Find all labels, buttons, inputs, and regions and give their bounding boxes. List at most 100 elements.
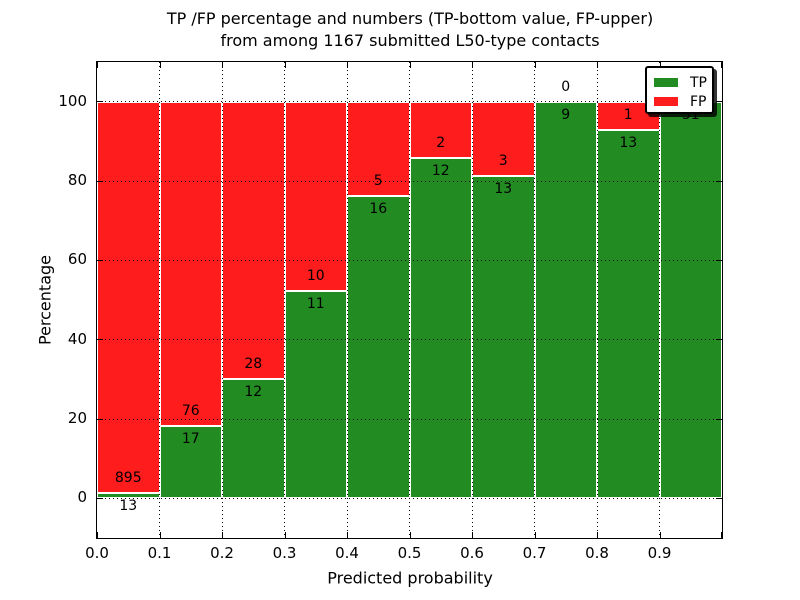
- legend-item-tp: TP: [647, 73, 712, 92]
- legend: TP FP: [645, 66, 714, 114]
- x-tick-mark: [97, 62, 98, 68]
- x-tick-label: 0.9: [647, 544, 672, 562]
- x-tick-label: 0.7: [522, 544, 547, 562]
- x-gridline: [471, 62, 473, 538]
- tp-count-label: 9: [561, 106, 571, 123]
- bar-segment-tp: [472, 176, 535, 499]
- y-tick-mark: [97, 418, 103, 420]
- bar-segment-tp: [284, 290, 347, 499]
- fp-count-label: 5: [373, 173, 383, 190]
- y-tick-mark: [716, 418, 722, 420]
- x-tick-mark: [284, 532, 286, 538]
- chart-title: TP /FP percentage and numbers (TP-bottom…: [167, 8, 653, 52]
- bar-segment-tp: [597, 130, 660, 499]
- plot-area: 8951376172812101151621231309113031: [96, 61, 723, 539]
- x-tick-mark: [659, 532, 661, 538]
- tp-count-label: 12: [244, 384, 263, 401]
- tp-count-label: 16: [369, 201, 388, 218]
- y-tick-label: 60: [67, 250, 87, 269]
- chart-title-line2: from among 1167 submitted L50-type conta…: [220, 31, 600, 50]
- bar-segment-fp: [97, 101, 160, 493]
- legend-item-fp: FP: [647, 92, 712, 111]
- y-tick-mark: [716, 259, 722, 261]
- bar-segment-tp: [347, 196, 410, 499]
- x-tick-mark: [472, 532, 473, 538]
- tp-count-label: 11: [306, 295, 325, 312]
- y-tick-mark: [97, 497, 103, 499]
- fp-count-label: 895: [114, 469, 142, 486]
- legend-label-fp: FP: [690, 93, 707, 110]
- y-tick-mark: [716, 339, 722, 341]
- x-tick-mark: [97, 532, 98, 538]
- y-tick-mark: [97, 101, 103, 103]
- fp-count-label: 1: [623, 107, 633, 123]
- x-tick-mark: [534, 62, 536, 68]
- x-tick-label: 0.6: [460, 544, 484, 562]
- fp-count-label: 10: [306, 267, 325, 284]
- plot-canvas: 8951376172812101151621231309113031: [97, 62, 722, 538]
- y-tick-label: 20: [67, 409, 87, 427]
- tp-count-label: 12: [431, 163, 450, 180]
- x-tick-label: 0.4: [335, 544, 359, 562]
- x-tick-mark: [347, 532, 348, 538]
- x-tick-mark: [222, 62, 223, 68]
- x-gridline: [159, 62, 160, 538]
- x-gridline: [221, 62, 223, 538]
- x-tick-label: 0.3: [272, 544, 297, 562]
- tp-count-label: 13: [119, 497, 138, 514]
- x-tick-mark: [284, 62, 286, 68]
- fp-count-label: 76: [181, 402, 200, 419]
- x-tick-label: 0.1: [147, 544, 172, 562]
- bar-segment-tp: [409, 158, 472, 499]
- tp-count-label: 17: [181, 430, 200, 447]
- fp-count-label: 0: [561, 78, 571, 95]
- x-tick-mark: [159, 62, 161, 68]
- x-tick-mark: [222, 532, 223, 538]
- tp-count-label: 13: [619, 135, 638, 151]
- y-tick-mark: [716, 497, 722, 499]
- x-axis-label: Predicted probability: [327, 568, 493, 588]
- chart-title-line1: TP /FP percentage and numbers (TP-bottom…: [166, 9, 654, 28]
- bar-segment-fp: [159, 101, 222, 426]
- x-gridline: [596, 62, 598, 538]
- x-tick-mark: [659, 62, 661, 68]
- bar-segment-tp: [659, 101, 722, 499]
- y-tick-label: 0: [77, 488, 87, 507]
- x-gridline: [659, 62, 660, 538]
- y-tick-mark: [97, 180, 103, 182]
- bar-segment-tp: [534, 101, 597, 499]
- y-tick-mark: [97, 339, 103, 341]
- x-tick-mark: [159, 532, 161, 538]
- x-gridline: [284, 62, 285, 538]
- legend-label-tp: TP: [690, 74, 707, 91]
- x-tick-label: 0.0: [85, 544, 109, 562]
- x-tick-mark: [721, 62, 722, 68]
- fp-count-label: 3: [498, 153, 508, 170]
- y-tick-mark: [97, 259, 103, 261]
- x-tick-mark: [597, 532, 598, 538]
- y-tick-mark: [716, 180, 722, 182]
- legend-swatch-tp: [654, 78, 678, 87]
- x-tick-label: 0.8: [585, 544, 609, 562]
- x-tick-mark: [409, 532, 411, 538]
- y-tick-label: 100: [58, 91, 87, 110]
- x-tick-label: 0.5: [397, 544, 422, 562]
- x-gridline: [346, 62, 348, 538]
- x-gridline: [409, 62, 410, 538]
- x-tick-mark: [347, 62, 348, 68]
- x-tick-mark: [472, 62, 473, 68]
- x-tick-mark: [597, 62, 598, 68]
- y-tick-mark: [716, 101, 722, 103]
- x-tick-mark: [534, 532, 536, 538]
- x-tick-mark: [721, 532, 722, 538]
- fp-count-label: 28: [244, 356, 263, 373]
- bar-segment-fp: [284, 101, 347, 291]
- y-tick-label: 80: [67, 171, 87, 189]
- legend-swatch-fp: [654, 97, 678, 106]
- y-tick-label: 40: [67, 329, 87, 348]
- x-gridline: [534, 62, 535, 538]
- tp-count-label: 13: [494, 181, 513, 198]
- bar-segment-fp: [222, 101, 285, 380]
- fp-count-label: 2: [436, 135, 446, 152]
